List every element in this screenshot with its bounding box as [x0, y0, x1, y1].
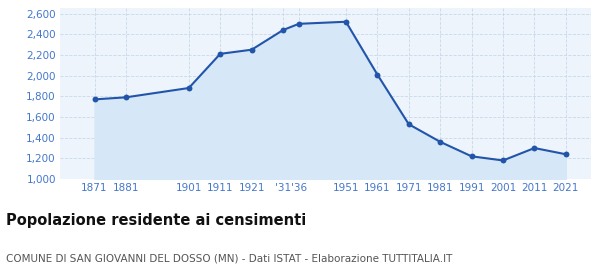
Point	[498, 158, 508, 163]
Point	[90, 97, 100, 102]
Text: COMUNE DI SAN GIOVANNI DEL DOSSO (MN) - Dati ISTAT - Elaborazione TUTTITALIA.IT: COMUNE DI SAN GIOVANNI DEL DOSSO (MN) - …	[6, 254, 452, 264]
Point	[404, 122, 413, 127]
Point	[467, 154, 476, 158]
Text: Popolazione residente ai censimenti: Popolazione residente ai censimenti	[6, 213, 306, 228]
Point	[278, 28, 288, 32]
Point	[373, 72, 382, 77]
Point	[341, 20, 351, 24]
Point	[436, 140, 445, 144]
Point	[247, 48, 256, 52]
Point	[530, 146, 539, 150]
Point	[294, 22, 304, 26]
Point	[184, 86, 194, 90]
Point	[121, 95, 131, 100]
Point	[215, 52, 225, 56]
Point	[561, 152, 571, 157]
